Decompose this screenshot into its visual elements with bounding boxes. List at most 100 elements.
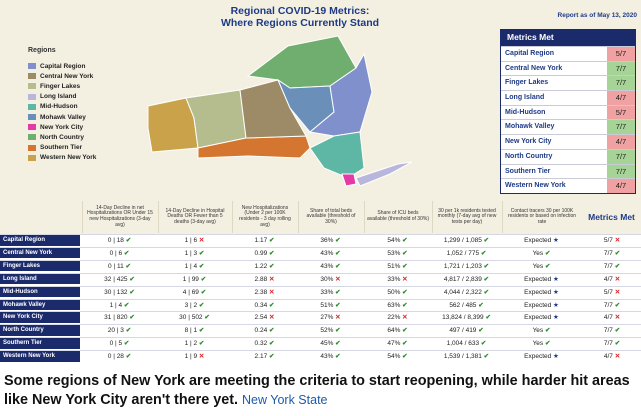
table-cell-value: Yes [532, 340, 544, 348]
table-cell-value: 32 | 425 [104, 275, 128, 283]
table-cell: 54% ✔ [364, 351, 431, 362]
table-metrics-met: 7/7 ✔ [584, 248, 640, 259]
table-row-finger-lakes: Finger Lakes 0 | 11 ✔ 1 | 4 ✔ 1.22 ✔ 43% ✔ 51… [0, 259, 641, 272]
legend-label: Mohawk Valley [40, 113, 86, 121]
table-cell-value: Expected [524, 288, 552, 296]
table-cell: 63% ✔ [364, 300, 431, 311]
table-cell-value: 0 | 5 [109, 340, 123, 348]
legend-label: North Country [40, 133, 85, 141]
table-cell-value: 1 | 6 [184, 237, 198, 244]
table-metrics-met: 4/7 ✕ [584, 274, 640, 285]
table-cell-value: 562 / 485 [449, 301, 477, 309]
legend-item-finger-lakes: Finger Lakes [28, 81, 96, 91]
table-cell: 64% ✔ [364, 325, 431, 336]
x-icon: ✕ [612, 314, 621, 322]
table-cell: Expected ★ [502, 235, 581, 246]
table-cell-value: 0.32 [254, 340, 268, 348]
table-cell-value: 30 | 132 [104, 288, 128, 296]
table-cell: 13,824 / 8,399 ✔ [432, 312, 501, 323]
caption-text: Some regions of New York are meeting the… [4, 373, 630, 408]
legend-label: Southern Tier [40, 144, 83, 152]
check-icon: ✔ [612, 327, 621, 335]
table-cell-check-icon: ✔ [197, 249, 205, 257]
map-region-long-island [355, 161, 413, 187]
table-cell-value: Expected [524, 314, 552, 322]
table-row-southern-tier: Southern Tier 0 | 5 ✔ 1 | 2 ✔ 0.32 ✔ 45% ✔ 47… [0, 337, 641, 349]
table-cell-check-icon: ✔ [267, 353, 275, 361]
metrics-region-name: Mid-Hudson [505, 108, 546, 116]
table-cell-x-icon: ✕ [400, 314, 408, 322]
table-cell-check-icon: ✔ [123, 262, 131, 270]
table-cell-value: 0 | 18 [107, 237, 124, 244]
table-cell: Expected ★ [502, 287, 581, 298]
table-cell: Expected ★ [502, 312, 581, 323]
legend-label: Capital Region [40, 62, 86, 70]
table-row-western-new-york: Western New York 0 | 28 ✔ 1 | 9 ✕ 2.17 ✔ 43%… [0, 350, 641, 362]
metrics-region-name: New York City [505, 138, 552, 146]
table-cell-value: 0.24 [254, 327, 268, 335]
table-cell: 53% ✔ [364, 248, 431, 259]
table-cell-check-icon: ✔ [400, 237, 408, 244]
table-cell-value: 1,721 / 1,203 [443, 262, 482, 270]
table-cell-value: 54% [387, 353, 401, 361]
table-cell-value: Expected [524, 237, 552, 244]
table-cell-value: 20 | 3 [107, 327, 124, 335]
metrics-row-finger-lakes: Finger Lakes 7/7 [501, 75, 635, 91]
table-cell-check-icon: ✔ [202, 314, 210, 322]
metrics-row-mid-hudson: Mid-Hudson 5/7 [501, 104, 635, 120]
table-cell: 2.88 ✕ [232, 274, 297, 285]
table-cell-value: 1 | 3 [184, 249, 198, 257]
table-cell-check-icon: ✔ [333, 262, 341, 270]
caption: Some regions of New York are meeting the… [4, 372, 636, 410]
table-row-central-new-york: Central New York 0 | 6 ✔ 1 | 3 ✔ 0.99 ✔ 43% … [0, 246, 641, 259]
check-icon: ✔ [612, 301, 621, 309]
legend-swatch [28, 63, 36, 70]
table-cell-check-icon: ✔ [483, 314, 491, 322]
x-icon: ✕ [612, 353, 621, 361]
table-region-name: North Country [0, 325, 80, 336]
table-cell-star-icon: ★ [551, 301, 559, 309]
table-cell-value: 50% [387, 288, 401, 296]
metrics-region-name: Long Island [505, 94, 545, 102]
metrics-row-southern-tier: Southern Tier 7/7 [501, 163, 635, 179]
table-cell-value: 2.17 [254, 353, 268, 361]
table-cell-value: 1,539 / 1,381 [443, 353, 482, 361]
legend-swatch [28, 103, 36, 110]
table-cell-value: 1 | 9 [184, 353, 198, 361]
metrics-row-capital-region: Capital Region 5/7 [501, 46, 635, 61]
metrics-region-name: Southern Tier [505, 167, 551, 175]
table-cell-value: 45% [320, 340, 334, 348]
map-region-new-york-city [341, 173, 357, 187]
legend-swatch [28, 93, 36, 100]
table-cell-value: 0 | 11 [108, 262, 124, 270]
table-cell-value: 1,004 / 633 [446, 340, 480, 348]
table-cell-value: 43% [320, 262, 334, 270]
legend-item-capital-region: Capital Region [28, 61, 96, 71]
metrics-row-north-country: North Country 7/7 [501, 148, 635, 164]
table-cell-check-icon: ✔ [333, 288, 341, 296]
table-cell-check-icon: ✔ [476, 327, 484, 335]
table-cell-check-icon: ✔ [267, 340, 275, 348]
caption-source-link[interactable]: New York State [242, 393, 328, 407]
table-cell: 1 | 9 ✕ [158, 351, 231, 362]
legend: Capital Region Central New York Finger Lak… [28, 61, 96, 163]
table-cell-x-icon: ✕ [197, 237, 205, 244]
table-cell-value: 2.54 [254, 314, 268, 322]
metrics-row-new-york-city: New York City 4/7 [501, 134, 635, 149]
table-cell-check-icon: ✔ [333, 237, 341, 244]
table-cell-check-icon: ✔ [333, 340, 341, 348]
table-metrics-met: 7/7 ✔ [584, 261, 640, 272]
table-cell: Expected ★ [502, 300, 581, 311]
table-metrics-met-value: 7/7 [603, 340, 613, 348]
table-row-capital-region: Capital Region 0 | 18 ✔ 1 | 6 ✕ 1.17 ✔ 36% ✔… [0, 234, 641, 246]
legend-label: Mid-Hudson [40, 103, 78, 111]
table-cell-value: 33% [320, 288, 334, 296]
table-cell-check-icon: ✔ [122, 249, 130, 257]
table-cell-value: 1 | 4 [184, 262, 198, 270]
table-cell-check-icon: ✔ [333, 301, 341, 309]
table-cell-star-icon: ★ [551, 275, 559, 283]
table-cell: 1,299 / 1,085 ✔ [432, 235, 501, 246]
table-cell-check-icon: ✔ [333, 249, 341, 257]
metrics-region-score: 4/7 [607, 91, 635, 105]
table-cell-value: 4,817 / 2,839 [443, 275, 482, 283]
